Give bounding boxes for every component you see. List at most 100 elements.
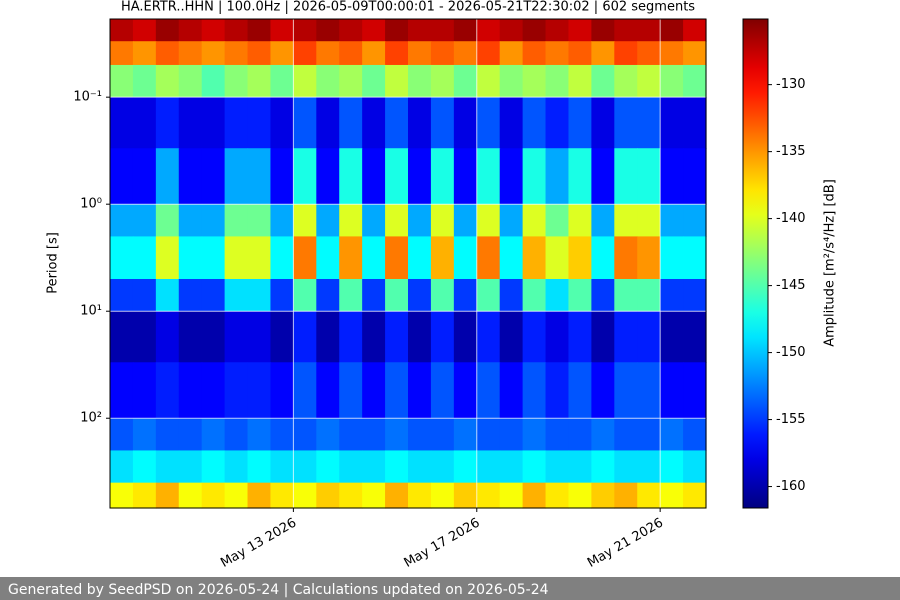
heat-cell xyxy=(224,362,249,419)
footer-bar xyxy=(0,577,900,600)
heat-cell xyxy=(430,97,455,149)
x-tick-label: May 21 2026 xyxy=(585,516,666,571)
heat-cell xyxy=(132,362,157,419)
heat-cell xyxy=(408,418,432,452)
heat-cell xyxy=(155,236,180,280)
heat-cell xyxy=(362,204,386,238)
heat-cell xyxy=(339,97,363,149)
heat-cell xyxy=(362,41,386,66)
heat-cell xyxy=(293,64,317,98)
heat-cell xyxy=(316,204,340,238)
heat-cell xyxy=(178,278,203,312)
heat-cell xyxy=(499,236,524,280)
heat-cell xyxy=(522,362,547,419)
heat-cell xyxy=(293,19,317,42)
heat-cell xyxy=(316,41,340,66)
heat-cell xyxy=(568,362,592,419)
heat-cell xyxy=(201,311,226,363)
heat-cell xyxy=(201,97,226,149)
heat-cell xyxy=(339,418,363,452)
plot-frame xyxy=(109,18,707,509)
heat-cell xyxy=(591,41,615,66)
colorbar xyxy=(742,18,769,509)
colorbar-tick-label: -145 xyxy=(776,278,806,293)
heat-cell xyxy=(408,204,432,238)
heat-cell xyxy=(453,236,478,280)
heat-cell xyxy=(385,148,409,205)
heat-cell xyxy=(316,19,340,42)
heat-cell xyxy=(568,450,592,484)
heat-cell xyxy=(224,64,249,98)
heat-cell xyxy=(224,19,249,42)
heat-cell xyxy=(224,418,249,452)
heat-cell xyxy=(385,64,409,98)
heat-cell xyxy=(247,64,272,98)
y-tick-label: 10⁻¹ xyxy=(73,90,102,105)
heat-cell xyxy=(224,97,249,149)
heat-cell xyxy=(178,418,203,452)
heat-cell xyxy=(522,64,547,98)
heat-cell xyxy=(637,278,661,312)
heat-cell xyxy=(201,19,226,42)
heat-cell xyxy=(201,41,226,66)
heat-cell xyxy=(178,450,203,484)
heat-cell xyxy=(545,19,570,42)
heat-cell xyxy=(224,311,249,363)
heat-cell xyxy=(568,41,592,66)
heat-cell xyxy=(270,311,294,363)
heat-cell xyxy=(408,362,432,419)
heat-cell xyxy=(683,19,707,42)
heat-cell xyxy=(270,41,294,66)
colorbar-tick-label: -140 xyxy=(776,211,806,226)
heat-cell xyxy=(408,64,432,98)
heat-cell xyxy=(453,19,478,42)
heat-cell xyxy=(614,482,638,509)
heat-cell xyxy=(545,97,570,149)
heat-cell xyxy=(545,418,570,452)
heat-cell xyxy=(660,482,684,509)
heat-cell xyxy=(316,278,340,312)
heat-cell xyxy=(476,204,501,238)
heat-cell xyxy=(660,236,684,280)
heat-cell xyxy=(614,204,638,238)
heat-cell xyxy=(362,450,386,484)
heat-cell xyxy=(316,311,340,363)
heat-cell xyxy=(270,362,294,419)
colorbar-tick-label: -150 xyxy=(776,345,806,360)
heat-cell xyxy=(591,450,615,484)
heat-cell xyxy=(132,482,157,509)
heat-cell xyxy=(316,450,340,484)
heat-cell xyxy=(110,278,134,312)
heat-cell xyxy=(614,418,638,452)
heat-cell xyxy=(545,41,570,66)
colorbar-tick-label: -130 xyxy=(776,77,806,92)
heat-cell xyxy=(637,236,661,280)
heat-cell xyxy=(591,482,615,509)
heat-cell xyxy=(660,97,684,149)
heat-cell xyxy=(476,64,501,98)
heat-cell xyxy=(408,41,432,66)
heat-cell xyxy=(362,97,386,149)
heat-cell xyxy=(637,362,661,419)
heat-cell xyxy=(110,418,134,452)
heat-cell xyxy=(568,64,592,98)
heat-cell xyxy=(201,418,226,452)
heat-cell xyxy=(453,64,478,98)
heat-cell xyxy=(385,19,409,42)
heat-cell xyxy=(568,482,592,509)
heat-cell xyxy=(591,311,615,363)
heat-cell xyxy=(247,362,272,419)
heat-cell xyxy=(224,278,249,312)
heat-cell xyxy=(408,311,432,363)
heat-cell xyxy=(591,148,615,205)
heat-cell xyxy=(293,41,317,66)
heat-cell xyxy=(453,418,478,452)
heat-cell xyxy=(408,97,432,149)
heat-cell xyxy=(155,450,180,484)
heat-cell xyxy=(155,418,180,452)
heat-cell xyxy=(660,278,684,312)
heat-cell xyxy=(293,450,317,484)
heat-cell xyxy=(476,19,501,42)
heat-cell xyxy=(476,450,501,484)
